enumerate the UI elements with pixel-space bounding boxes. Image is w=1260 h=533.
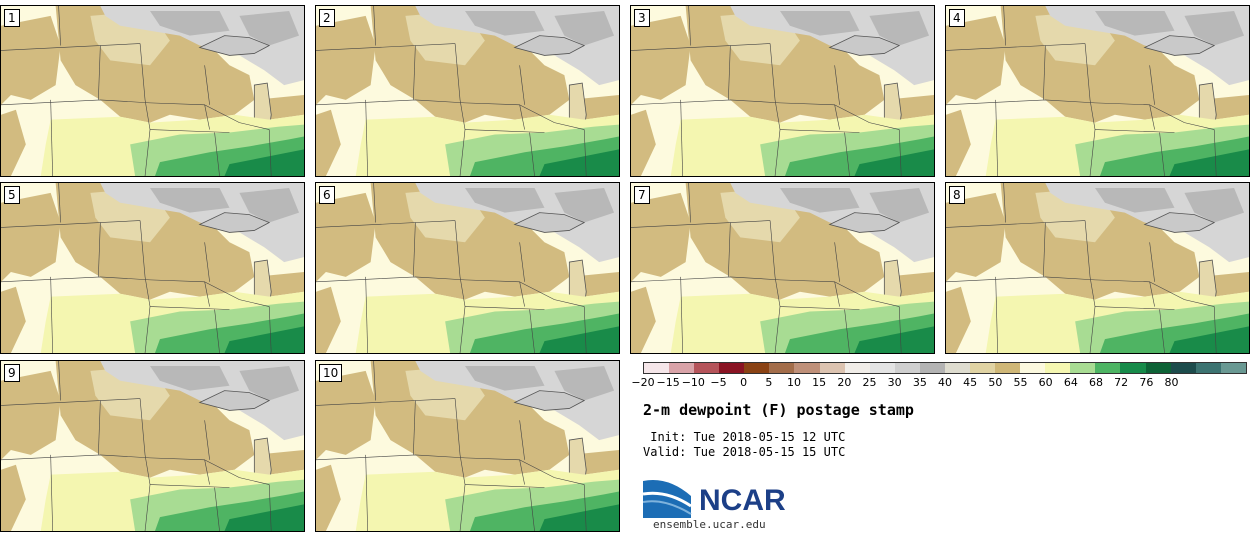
colorbar-cell bbox=[1095, 363, 1121, 373]
colorbar-cell bbox=[1120, 363, 1146, 373]
colorbar-tick-label: 72 bbox=[1114, 376, 1129, 389]
map-panel: 4 bbox=[945, 5, 1250, 177]
panel-label: 6 bbox=[319, 186, 335, 204]
colorbar bbox=[643, 362, 1247, 374]
dewpoint-map bbox=[946, 183, 1249, 353]
colorbar-tick-label: 25 bbox=[862, 376, 877, 389]
colorbar-tick-label: 50 bbox=[988, 376, 1003, 389]
colorbar-cell bbox=[970, 363, 996, 373]
colorbar-tick-label: 20 bbox=[837, 376, 852, 389]
colorbar-tick-label: 30 bbox=[887, 376, 902, 389]
colorbar-tick-label: 45 bbox=[963, 376, 978, 389]
colorbar-tick-label: −15 bbox=[656, 376, 680, 389]
panel-label: 9 bbox=[4, 364, 20, 382]
site-url[interactable]: ensemble.ucar.edu bbox=[653, 518, 766, 531]
colorbar-cell bbox=[719, 363, 745, 373]
colorbar-tick-label: 68 bbox=[1089, 376, 1103, 389]
colorbar-tick-label: 60 bbox=[1038, 376, 1053, 389]
colorbar-cell bbox=[669, 363, 695, 373]
colorbar-tick-label: 0 bbox=[740, 376, 748, 389]
colorbar-tick-label: 15 bbox=[812, 376, 827, 389]
dewpoint-map bbox=[1, 6, 304, 176]
map-panel: 8 bbox=[945, 182, 1250, 354]
colorbar-cell bbox=[1020, 363, 1046, 373]
panel-label: 3 bbox=[634, 9, 650, 27]
colorbar-tick-label: −20 bbox=[631, 376, 655, 389]
colorbar-tick-label: 64 bbox=[1063, 376, 1078, 389]
colorbar-cell bbox=[644, 363, 670, 373]
map-title: 2-m dewpoint (F) postage stamp bbox=[643, 401, 914, 419]
map-panel: 7 bbox=[630, 182, 935, 354]
colorbar-tick-label: 55 bbox=[1013, 376, 1028, 389]
colorbar-tick-label: 5 bbox=[765, 376, 773, 389]
panel-label: 8 bbox=[949, 186, 965, 204]
colorbar-cell bbox=[819, 363, 845, 373]
ncar-wordmark: NCAR bbox=[699, 484, 786, 517]
panel-label: 2 bbox=[319, 9, 335, 27]
init-time: Init: Tue 2018-05-15 12 UTC bbox=[643, 430, 846, 444]
panel-label: 4 bbox=[949, 9, 965, 27]
colorbar-cell bbox=[1170, 363, 1196, 373]
dewpoint-map bbox=[316, 361, 619, 531]
colorbar-tick-label: 10 bbox=[787, 376, 801, 389]
colorbar-cell bbox=[995, 363, 1021, 373]
colorbar-tick-label: 80 bbox=[1164, 376, 1179, 389]
dewpoint-map bbox=[316, 183, 619, 353]
colorbar-cell bbox=[1195, 363, 1221, 373]
colorbar-tick-label: 35 bbox=[912, 376, 927, 389]
colorbar-tick-label: −5 bbox=[710, 376, 727, 389]
map-panel: 10 bbox=[315, 360, 620, 532]
colorbar-cell bbox=[1045, 363, 1071, 373]
map-panel: 5 bbox=[0, 182, 305, 354]
colorbar-cell bbox=[944, 363, 971, 373]
colorbar-tick-label: 76 bbox=[1139, 376, 1154, 389]
dewpoint-map bbox=[631, 6, 934, 176]
colorbar-tick-label: 40 bbox=[938, 376, 952, 389]
colorbar-cell bbox=[894, 363, 920, 373]
colorbar-tick-label: −10 bbox=[681, 376, 705, 389]
colorbar-cell bbox=[1145, 363, 1171, 373]
colorbar-ticks: −20 −15 −10 −5 0 5 10 15 20 25 30 35 40 45 50 55 60 64 68 7… bbox=[631, 376, 1247, 394]
map-panel: 2 bbox=[315, 5, 620, 177]
panel-label: 5 bbox=[4, 186, 20, 204]
dewpoint-map bbox=[316, 6, 619, 176]
colorbar-cell bbox=[1220, 363, 1246, 373]
colorbar-cell bbox=[794, 363, 820, 373]
panel-label: 10 bbox=[319, 364, 343, 382]
map-panel: 3 bbox=[630, 5, 935, 177]
map-panel: 9 bbox=[0, 360, 305, 532]
ncar-logo-icon bbox=[643, 480, 692, 518]
dewpoint-map bbox=[631, 183, 934, 353]
panel-label: 1 bbox=[4, 9, 20, 27]
panel-label: 7 bbox=[634, 186, 650, 204]
colorbar-cell bbox=[769, 363, 795, 373]
colorbar-cell bbox=[744, 363, 770, 373]
dewpoint-map bbox=[1, 361, 304, 531]
dewpoint-map bbox=[1, 183, 304, 353]
valid-time: Valid: Tue 2018-05-15 15 UTC bbox=[643, 445, 846, 459]
colorbar-cell bbox=[694, 363, 720, 373]
colorbar-cell bbox=[1070, 363, 1096, 373]
dewpoint-map bbox=[946, 6, 1249, 176]
colorbar-cell bbox=[919, 363, 945, 373]
map-panel: 6 bbox=[315, 182, 620, 354]
colorbar-cell bbox=[844, 363, 870, 373]
colorbar-cell bbox=[869, 363, 895, 373]
map-panel: 1 bbox=[0, 5, 305, 177]
